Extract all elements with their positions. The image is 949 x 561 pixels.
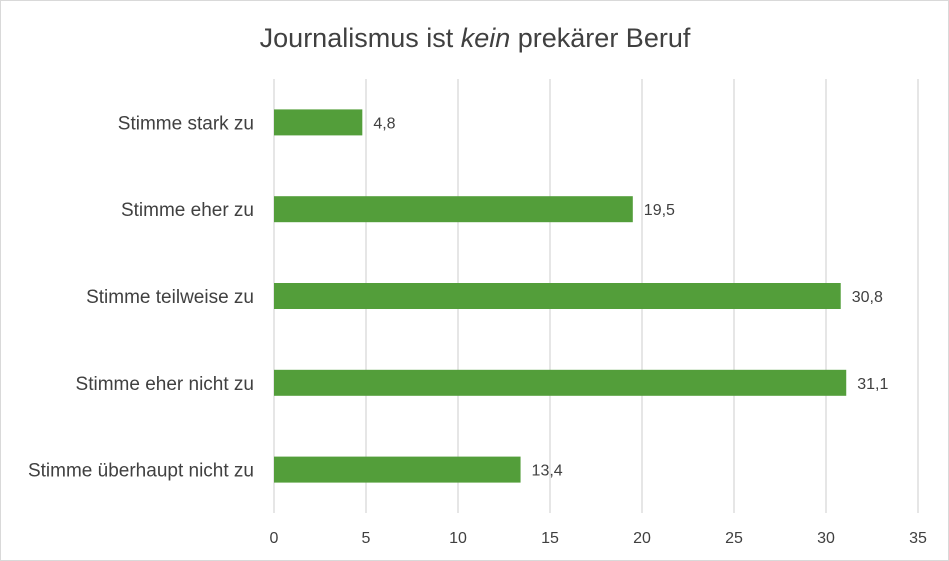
x-tick-label-15: 15 [541,530,559,547]
x-tick-label-10: 10 [449,530,467,547]
x-tick-label-5: 5 [362,530,371,547]
data-label-3: 30,8 [852,289,883,306]
bar-4 [274,369,847,396]
data-label-5: 13,4 [532,463,563,480]
data-label-1: 4,8 [373,115,395,132]
x-tick-label-35: 35 [909,530,927,547]
chart-title-part-1: Journalismus ist [260,23,461,53]
x-tick-label-0: 0 [270,530,279,547]
x-tick-label-25: 25 [725,530,743,547]
x-tick-label-30: 30 [817,530,835,547]
x-axis-tick-labels: 0 5 10 15 20 25 30 35 [270,530,927,547]
data-label-2: 19,5 [644,202,675,219]
bar-1 [274,109,363,136]
category-label-1: Stimme stark zu [118,113,254,134]
category-label-5: Stimme überhaupt nicht zu [28,461,254,482]
x-tick-label-20: 20 [633,530,651,547]
data-labels: 4,8 19,5 30,8 31,1 13,4 [373,115,888,479]
category-label-3: Stimme teilweise zu [86,287,254,308]
category-label-2: Stimme eher zu [121,200,254,221]
chart-title-part-3: prekärer Beruf [510,23,691,53]
bar-2 [274,196,633,223]
category-label-4: Stimme eher nicht zu [76,374,254,395]
category-labels: Stimme stark zu Stimme eher zu Stimme teil… [28,113,254,481]
data-label-4: 31,1 [857,376,888,393]
bars [274,109,847,483]
bar-5 [274,456,521,483]
chart-title-emphasis: kein [461,23,511,53]
bar-3 [274,283,841,309]
chart-title: Journalismus ist kein prekärer Beruf [260,23,691,53]
